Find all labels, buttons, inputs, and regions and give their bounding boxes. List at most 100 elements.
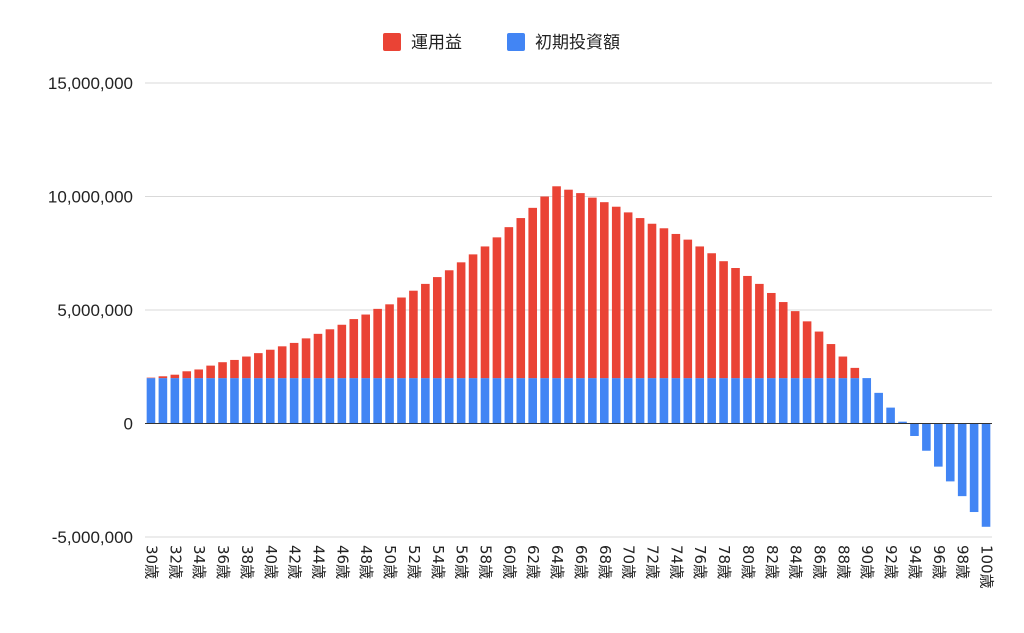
bar-運用益 (707, 253, 716, 379)
bars (146, 186, 991, 527)
bar-初期投資額 (719, 378, 728, 424)
x-tick-label: 70歳 (620, 545, 638, 579)
bar-初期投資額 (564, 378, 573, 424)
bar-初期投資額 (707, 378, 716, 424)
x-tick-label: 90歳 (858, 545, 876, 579)
bar-運用益 (361, 314, 370, 379)
bar-運用益 (611, 206, 621, 379)
bar-初期投資額 (743, 378, 752, 424)
bar-初期投資額 (969, 423, 979, 513)
bar-運用益 (767, 292, 776, 379)
bar-運用益 (397, 297, 406, 379)
bar-初期投資額 (874, 392, 883, 424)
legend-label-運用益: 運用益 (411, 33, 462, 53)
bar-初期投資額 (242, 378, 251, 424)
bar-初期投資額 (599, 378, 609, 424)
bar-初期投資額 (647, 378, 657, 424)
bar-初期投資額 (397, 378, 406, 424)
x-axis: 30歳 32歳 34歳 36歳 38歳 40歳 42歳 44歳 46歳 48歳 50歳 52歳 54歳 5… (142, 545, 995, 589)
bar-運用益 (826, 344, 836, 379)
x-tick-label: 84歳 (787, 545, 805, 579)
x-tick-label: 72歳 (644, 545, 662, 579)
bar-初期投資額 (313, 378, 323, 424)
x-tick-label: 46歳 (333, 545, 351, 579)
bar-初期投資額 (480, 378, 490, 424)
x-tick-label: 80歳 (739, 545, 757, 579)
bar-運用益 (838, 356, 848, 379)
bar-運用益 (218, 362, 227, 379)
bar-運用益 (170, 374, 180, 379)
bar-初期投資額 (468, 378, 478, 424)
x-tick-label: 50歳 (381, 545, 399, 579)
legend-swatch-運用益 (383, 33, 401, 51)
bar-初期投資額 (886, 407, 895, 424)
bar-運用益 (385, 304, 394, 379)
bar-初期投資額 (385, 378, 394, 424)
bar-運用益 (552, 186, 561, 379)
bar-運用益 (230, 359, 239, 379)
bar-運用益 (814, 331, 824, 379)
bar-運用益 (337, 324, 347, 379)
bar-初期投資額 (444, 378, 454, 424)
bar-初期投資額 (492, 378, 502, 424)
bar-初期投資額 (432, 378, 442, 424)
bar-初期投資額 (934, 423, 943, 467)
bar-運用益 (635, 218, 645, 379)
bar-運用益 (504, 227, 514, 379)
bar-運用益 (528, 207, 538, 379)
bar-運用益 (432, 277, 442, 379)
x-tick-label: 100歳 (978, 545, 996, 589)
bar-運用益 (468, 254, 478, 379)
bar-初期投資額 (945, 423, 955, 482)
bar-運用益 (313, 333, 323, 379)
x-tick-label: 66歳 (572, 545, 590, 579)
bar-初期投資額 (838, 378, 848, 424)
bar-運用益 (743, 275, 752, 379)
bar-運用益 (349, 319, 359, 379)
bar-運用益 (659, 228, 669, 379)
bar-初期投資額 (576, 378, 585, 424)
x-tick-label: 48歳 (357, 545, 375, 579)
x-tick-label: 86歳 (811, 545, 829, 579)
bar-運用益 (850, 367, 860, 379)
y-tick-label: 5,000,000 (57, 301, 133, 320)
bar-初期投資額 (182, 378, 192, 424)
bar-初期投資額 (922, 423, 931, 451)
bar-運用益 (301, 338, 311, 379)
bar-初期投資額 (802, 378, 812, 424)
bar-初期投資額 (504, 378, 514, 424)
bar-初期投資額 (277, 378, 287, 424)
bar-運用益 (778, 302, 788, 379)
bar-初期投資額 (170, 378, 180, 424)
bar-運用益 (731, 268, 740, 379)
x-tick-label: 38歳 (238, 545, 256, 579)
bar-運用益 (599, 202, 609, 379)
bar-初期投資額 (683, 378, 693, 424)
legend-label-初期投資額: 初期投資額 (535, 33, 620, 53)
bar-運用益 (182, 371, 192, 379)
bar-初期投資額 (206, 378, 215, 424)
bar-運用益 (719, 261, 728, 379)
bar-初期投資額 (957, 423, 967, 497)
legend-swatch-初期投資額 (507, 33, 525, 51)
bar-運用益 (480, 246, 490, 379)
x-tick-label: 96歳 (930, 545, 948, 579)
bar-初期投資額 (325, 378, 335, 424)
x-tick-label: 92歳 (882, 545, 900, 579)
bar-運用益 (194, 369, 203, 379)
bar-運用益 (254, 353, 263, 379)
x-tick-label: 88歳 (834, 545, 852, 579)
bar-初期投資額 (623, 378, 633, 424)
bar-運用益 (325, 329, 335, 379)
bar-初期投資額 (981, 423, 991, 527)
x-tick-label: 62歳 (524, 545, 542, 579)
bar-初期投資額 (409, 378, 418, 424)
bar-運用益 (647, 223, 657, 379)
bar-初期投資額 (695, 378, 705, 424)
bar-運用益 (206, 365, 215, 379)
bar-運用益 (373, 308, 382, 379)
bar-初期投資額 (289, 378, 299, 424)
bar-運用益 (421, 283, 430, 379)
x-tick-label: 82歳 (763, 545, 781, 579)
bar-初期投資額 (755, 378, 764, 424)
